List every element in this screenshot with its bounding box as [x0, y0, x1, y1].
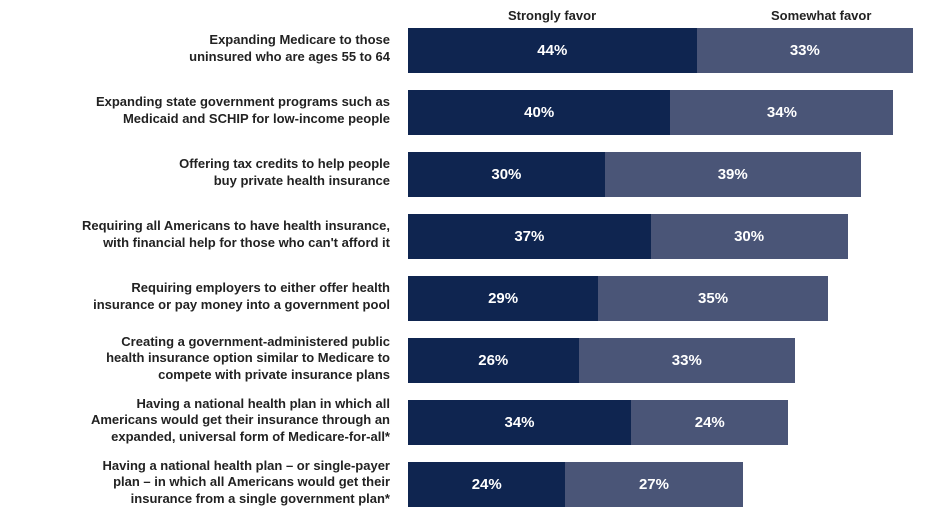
bar-somewhat-favor: [631, 400, 789, 445]
data-label: 35%: [698, 290, 729, 307]
category-label: Requiring employers to either offer heal…: [0, 280, 390, 313]
bar-strongly-favor: [408, 338, 579, 383]
category-label-line: compete with private insurance plans: [158, 366, 390, 382]
category-label: Having a national health plan – or singl…: [0, 458, 390, 508]
legend-somewhat-favor: Somewhat favor: [771, 8, 872, 23]
bar-somewhat-favor: [650, 214, 848, 259]
category-label-line: uninsured who are ages 55 to 64: [189, 48, 390, 64]
data-label: 37%: [514, 228, 545, 245]
category-label-line: Requiring employers to either offer heal…: [131, 280, 390, 295]
category-label-line: health insurance option similar to Medic…: [106, 350, 390, 366]
category-label-line: Medicaid and SCHIP for low-income people: [122, 110, 390, 126]
bar-strongly-favor: [408, 400, 632, 445]
data-label: 39%: [717, 166, 748, 183]
category-label: Requiring all Americans to have health i…: [0, 218, 390, 251]
bar-somewhat-favor: [604, 152, 861, 197]
bar-somewhat-favor: [696, 28, 914, 73]
category-label: Expanding state government programs such…: [0, 94, 390, 127]
bar-strongly-favor: [408, 28, 697, 73]
data-label: 29%: [488, 290, 519, 307]
category-label-line: expanded, universal form of Medicare-for…: [111, 428, 390, 444]
bar-somewhat-favor: [578, 338, 796, 383]
data-label: 33%: [671, 352, 702, 369]
data-label: 30%: [491, 166, 522, 183]
data-label: 26%: [478, 352, 509, 369]
category-label: Having a national health plan in which a…: [0, 396, 390, 446]
data-label: 30%: [734, 228, 765, 245]
data-label: 40%: [524, 104, 555, 121]
category-label-line: Requiring all Americans to have health i…: [82, 218, 390, 233]
bar-strongly-favor: [408, 276, 599, 321]
category-label-line: Americans would get their insurance thro…: [90, 412, 390, 428]
bar-somewhat-favor: [670, 90, 894, 135]
bar-strongly-favor: [408, 90, 671, 135]
category-label-line: Having a national health plan – or singl…: [102, 457, 390, 473]
category-label-line: Expanding state government programs such…: [95, 94, 390, 109]
category-label-line: insurance from a single government plan*: [130, 490, 390, 506]
category-label-line: Having a national health plan in which a…: [136, 395, 390, 411]
category-label-line: Offering tax credits to help people: [179, 156, 390, 171]
data-label: 27%: [638, 476, 669, 493]
category-label: Offering tax credits to help people buy p…: [0, 156, 390, 189]
bar-somewhat-favor: [565, 462, 743, 507]
data-label: 24%: [694, 414, 725, 431]
data-label: 24%: [471, 476, 502, 493]
data-label: 44%: [537, 42, 568, 59]
category-label-line: plan – in which all Americans would get …: [113, 474, 390, 490]
category-label-line: Creating a government-administered publi…: [121, 333, 390, 349]
bar-strongly-favor: [408, 214, 651, 259]
legend-strongly-favor: Strongly favor: [508, 8, 597, 23]
data-label: 34%: [766, 104, 797, 121]
bar-strongly-favor: [408, 462, 566, 507]
category-label-line: Expanding Medicare to those: [209, 32, 390, 47]
category-label: Creating a government-administered publi…: [0, 334, 390, 384]
bar-somewhat-favor: [598, 276, 828, 321]
category-label: Expanding Medicare to those uninsured who…: [0, 32, 390, 65]
category-label-line: buy private health insurance: [213, 172, 390, 188]
bar-strongly-favor: [408, 152, 605, 197]
category-label-line: insurance or pay money into a government…: [93, 296, 390, 312]
data-label: 33%: [789, 42, 820, 59]
data-label: 34%: [504, 414, 535, 431]
category-label-line: with financial help for those who can't …: [103, 234, 390, 250]
